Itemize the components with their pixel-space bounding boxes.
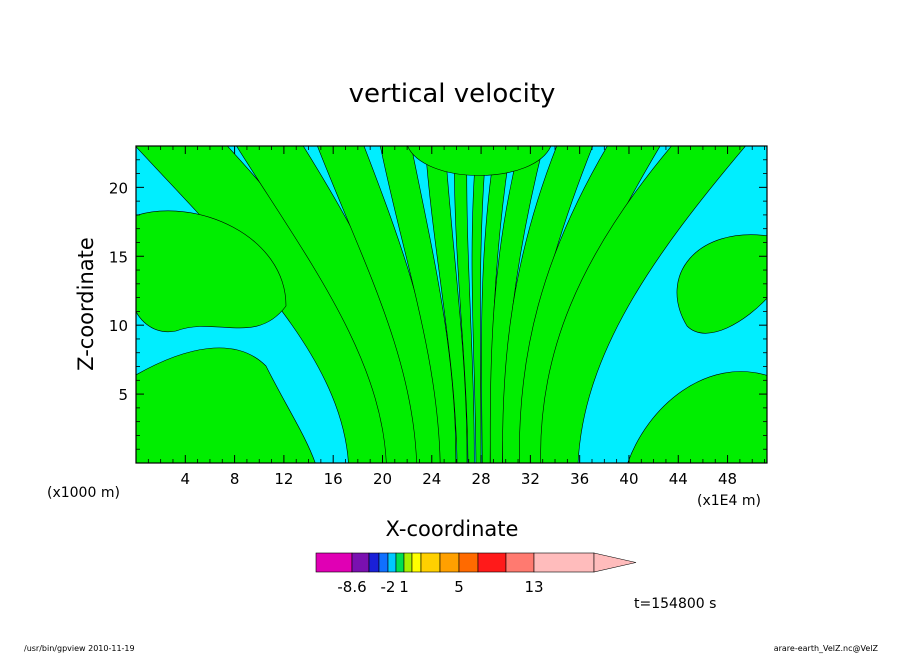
y-tick-label: 5 [118, 386, 128, 404]
chart-title: vertical velocity [349, 79, 556, 109]
colorbar-segment [458, 552, 479, 573]
colorbar-segment [477, 552, 507, 573]
colorbar-label: 5 [454, 578, 464, 596]
plot-frame [135, 145, 768, 464]
x-unit-left: (x1000 m) [47, 485, 120, 501]
x-tick-label: 24 [422, 470, 441, 488]
x-tick-label: 12 [274, 470, 293, 488]
x-tick-label: 48 [718, 470, 737, 488]
x-tick-label: 36 [570, 470, 589, 488]
positive-velocity-region [676, 234, 767, 334]
y-tick-label: 15 [109, 248, 128, 266]
x-unit-right: (x1E4 m) [697, 493, 761, 509]
colorbar-label: -2 [381, 578, 396, 596]
footer-right: arare-earth_VelZ.nc@VelZ [774, 644, 879, 653]
colorbar-segment [505, 552, 535, 573]
positive-velocity-band [540, 146, 746, 463]
positive-velocity-band [489, 146, 544, 463]
colorbar-segment [403, 552, 413, 573]
positive-velocity-band [424, 146, 468, 463]
colorbar-segment [387, 552, 397, 573]
time-label: t=154800 s [634, 596, 716, 612]
colorbar-label: 1 [399, 578, 409, 596]
positive-velocity-region [407, 146, 552, 176]
colorbar-extension [593, 552, 637, 573]
x-tick-label: 8 [230, 470, 240, 488]
y-tick-label: 20 [109, 179, 128, 197]
contour-bands [136, 146, 767, 463]
positive-velocity-band [317, 146, 441, 463]
x-tick-label: 20 [373, 470, 392, 488]
x-tick-label: 4 [181, 470, 191, 488]
x-tick-label: 32 [521, 470, 540, 488]
colorbar-label: 13 [524, 578, 543, 596]
colorbar-label: -8.6 [337, 578, 366, 596]
colorbar-segment [351, 552, 370, 573]
x-axis-ticks: 4 8 12 16 20 24 28 32 36 40 44 48 [147, 146, 765, 488]
colorbar-segment [368, 552, 380, 573]
x-tick-label: 44 [669, 470, 688, 488]
colorbar-segment [439, 552, 460, 573]
footer-left: /usr/bin/gpview 2010-11-19 [24, 644, 135, 653]
colorbar-segment [533, 552, 595, 573]
positive-velocity-band [454, 146, 475, 463]
y-axis-ticks: 5 10 15 20 [109, 159, 767, 450]
x-tick-label: 28 [472, 470, 491, 488]
positive-velocity-region [136, 210, 287, 333]
colorbar-segment [420, 552, 441, 573]
colorbar [315, 552, 637, 573]
y-axis-label: Z-coordinate [74, 237, 98, 371]
positive-velocity-band [481, 146, 512, 463]
colorbar-segment [315, 552, 353, 573]
colorbar-segment [395, 552, 405, 573]
colorbar-segment [378, 552, 389, 573]
colorbar-segment [411, 552, 422, 573]
positive-velocity-region [136, 347, 316, 463]
positive-velocity-band [471, 146, 487, 463]
y-tick-label: 10 [109, 317, 128, 335]
x-tick-label: 16 [324, 470, 343, 488]
x-tick-label: 40 [619, 470, 638, 488]
positive-velocity-band [379, 146, 457, 463]
colorbar-labels: -8.6 -2 1 5 13 [337, 578, 543, 596]
x-axis-label: X-coordinate [386, 517, 519, 541]
